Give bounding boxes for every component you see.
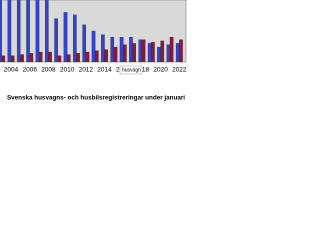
bar (7, 0, 12, 62)
bar (110, 37, 115, 62)
bar (151, 42, 155, 62)
bar (104, 49, 108, 62)
bar (26, 0, 30, 62)
bar (73, 14, 77, 62)
chart-title: Svenska husvagns- och husbilsregistrerin… (7, 95, 185, 102)
x-tick-label: 2022 (172, 67, 187, 74)
legend-label: husvagn (122, 67, 141, 73)
bar (66, 54, 71, 62)
bar (138, 39, 143, 62)
bar (160, 40, 165, 62)
bar (20, 54, 24, 62)
bar (82, 24, 86, 62)
x-tick-label: 2008 (41, 67, 56, 74)
bar (63, 12, 68, 62)
bar (123, 44, 127, 62)
bar (179, 39, 183, 62)
bar (129, 37, 133, 62)
bar (16, 0, 21, 62)
bar (0, 0, 2, 62)
bar (48, 51, 52, 62)
bar (119, 37, 124, 62)
legend-box (119, 65, 143, 75)
bar (166, 44, 171, 62)
bar (76, 53, 80, 62)
bar (101, 34, 105, 62)
bar (95, 50, 99, 62)
bar (85, 51, 90, 62)
bar (147, 43, 152, 62)
x-tick-label: 2014 (97, 67, 112, 74)
bar (57, 55, 62, 62)
x-tick-label: 2010 (60, 67, 75, 74)
x-tick-label: 2004 (4, 67, 19, 74)
x-tick-label: 2006 (22, 67, 37, 74)
bar (91, 30, 96, 62)
bar (45, 0, 49, 62)
chart: Svenska husvagns- och husbilsregistrerin… (0, 0, 187, 102)
x-tick-label: 2012 (79, 67, 94, 74)
bar (175, 43, 180, 62)
x-tick-label: 2020 (153, 67, 168, 74)
bar (141, 39, 146, 62)
bar (38, 51, 43, 62)
bar (10, 55, 15, 62)
bar (29, 53, 34, 62)
bar (113, 46, 118, 62)
bar (54, 18, 58, 62)
bar (157, 46, 161, 62)
bars (0, 0, 183, 62)
bar (35, 0, 40, 62)
bar (1, 55, 6, 62)
page: {"chart_data":{"type":"bar","title":"Sve… (0, 0, 200, 108)
bar (132, 43, 136, 62)
bar (169, 37, 174, 62)
